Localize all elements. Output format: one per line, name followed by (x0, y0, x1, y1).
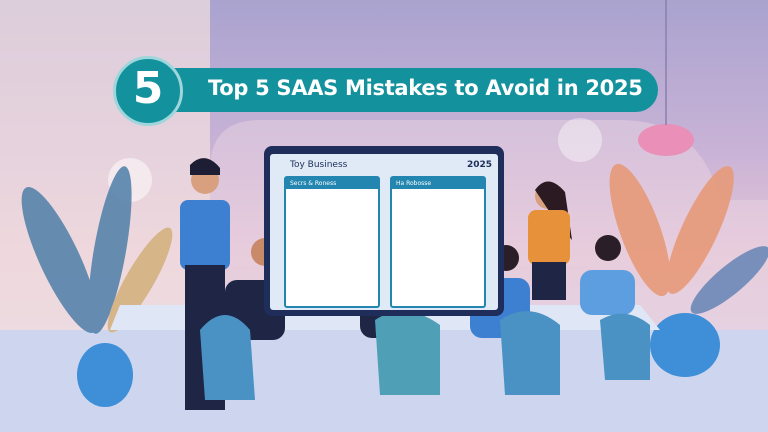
screen-title: Toy Business (290, 160, 348, 170)
monitor-screen: Toy Business 2025 Secrs & Roness Ha Robo… (270, 154, 498, 310)
banner-title: Top 5 SAAS Mistakes to Avoid in 2025 (208, 76, 643, 100)
presentation-monitor: Toy Business 2025 Secrs & Roness Ha Robo… (264, 146, 504, 316)
screen-panel-left: Secrs & Roness (284, 176, 380, 308)
badge-number: 5 (132, 63, 164, 114)
pendant-lamp (638, 124, 694, 156)
panel-left-header: Secrs & Roness (286, 178, 378, 189)
title-banner (150, 68, 658, 112)
screen-year: 2025 (466, 160, 492, 170)
screen-panel-right: Ha Robosse (390, 176, 486, 308)
panel-right-header: Ha Robosse (392, 178, 484, 189)
document-icon (558, 118, 602, 162)
number-badge: 5 (113, 56, 183, 126)
